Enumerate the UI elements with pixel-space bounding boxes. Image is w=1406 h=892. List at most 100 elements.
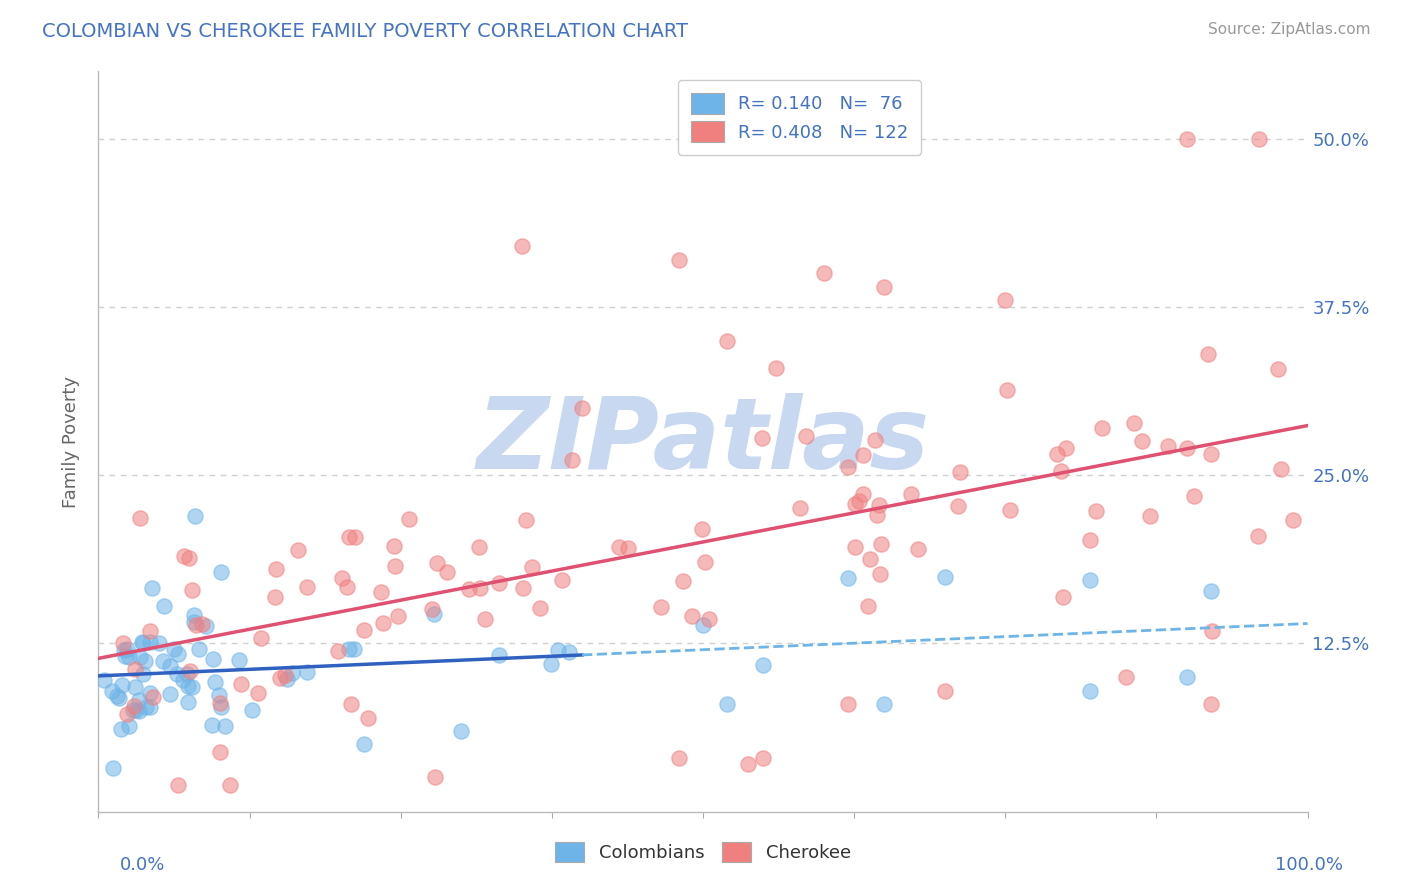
Point xyxy=(172,673,194,687)
Point xyxy=(1046,447,1069,461)
Point xyxy=(201,718,224,732)
Point xyxy=(994,293,1017,308)
Point xyxy=(163,642,186,657)
Point xyxy=(295,665,318,679)
Point xyxy=(214,719,236,733)
Point xyxy=(135,700,157,714)
Point xyxy=(690,522,713,536)
Point xyxy=(139,699,162,714)
Point xyxy=(124,681,146,695)
Point xyxy=(1115,670,1137,684)
Point xyxy=(1199,583,1222,598)
Point xyxy=(124,703,146,717)
Point xyxy=(246,686,269,700)
Point xyxy=(650,600,672,615)
Point xyxy=(1175,670,1198,684)
Point xyxy=(118,650,141,665)
Point xyxy=(852,487,875,501)
Point xyxy=(370,585,392,599)
Point xyxy=(129,510,152,524)
Point xyxy=(387,609,409,624)
Point xyxy=(995,383,1018,397)
Point xyxy=(326,644,349,658)
Point xyxy=(794,429,817,443)
Point xyxy=(1157,439,1180,453)
Point xyxy=(177,679,200,693)
Point xyxy=(934,569,956,583)
Point xyxy=(122,699,145,714)
Point xyxy=(510,239,533,253)
Point xyxy=(339,697,361,711)
Point xyxy=(208,696,231,710)
Point xyxy=(458,582,481,596)
Point xyxy=(1130,434,1153,448)
Point xyxy=(1281,513,1303,527)
Point xyxy=(141,581,163,595)
Point xyxy=(1197,347,1219,361)
Point xyxy=(353,624,375,638)
Point xyxy=(111,678,134,692)
Point xyxy=(118,719,141,733)
Point xyxy=(529,601,551,615)
Point xyxy=(139,624,162,639)
Point xyxy=(515,513,537,527)
Point xyxy=(186,617,208,632)
Point xyxy=(668,252,690,267)
Point xyxy=(765,360,787,375)
Point xyxy=(129,650,152,665)
Point xyxy=(520,559,543,574)
Point xyxy=(128,693,150,707)
Point xyxy=(1175,131,1198,145)
Point xyxy=(204,674,226,689)
Point xyxy=(209,566,232,580)
Point xyxy=(1175,442,1198,456)
Point xyxy=(281,666,304,681)
Point xyxy=(336,580,359,594)
Point xyxy=(330,571,353,585)
Point xyxy=(789,501,811,516)
Point xyxy=(737,757,759,772)
Point xyxy=(295,580,318,594)
Point xyxy=(179,664,201,678)
Point xyxy=(131,635,153,649)
Point xyxy=(250,631,273,645)
Point xyxy=(697,612,720,626)
Point xyxy=(342,642,364,657)
Point xyxy=(1247,529,1270,543)
Point xyxy=(108,690,131,705)
Point xyxy=(752,751,775,765)
Point xyxy=(868,498,890,512)
Point xyxy=(873,697,896,711)
Point xyxy=(115,707,138,722)
Point xyxy=(1249,131,1271,145)
Point xyxy=(751,431,773,445)
Point xyxy=(101,760,124,774)
Point xyxy=(1184,489,1206,503)
Point xyxy=(181,681,204,695)
Point xyxy=(1139,508,1161,523)
Point xyxy=(122,703,145,717)
Point xyxy=(167,778,190,792)
Point xyxy=(488,576,510,591)
Point xyxy=(436,565,458,579)
Point xyxy=(190,616,212,631)
Point xyxy=(866,508,889,523)
Point xyxy=(948,465,970,479)
Point xyxy=(852,449,875,463)
Point xyxy=(183,607,205,622)
Point xyxy=(607,541,630,555)
Point xyxy=(337,642,360,657)
Point xyxy=(420,601,443,615)
Point xyxy=(474,612,496,626)
Point xyxy=(153,599,176,614)
Point xyxy=(207,688,229,702)
Point xyxy=(488,648,510,662)
Point xyxy=(209,699,232,714)
Point xyxy=(1052,590,1074,604)
Point xyxy=(264,562,287,576)
Point xyxy=(1270,462,1292,476)
Point xyxy=(540,657,562,672)
Text: Source: ZipAtlas.com: Source: ZipAtlas.com xyxy=(1208,22,1371,37)
Point xyxy=(547,643,569,657)
Point xyxy=(1201,624,1223,638)
